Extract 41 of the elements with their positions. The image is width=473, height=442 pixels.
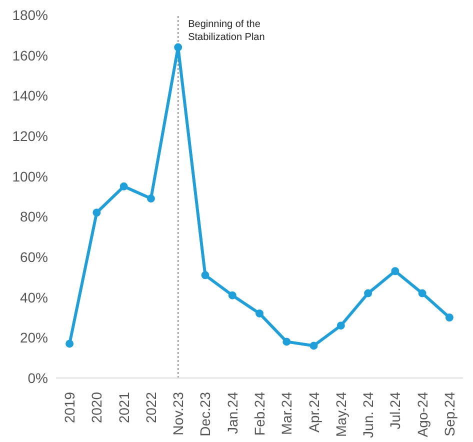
y-tick-label: 20% <box>20 330 48 346</box>
x-tick-label: Nov.23 <box>170 392 186 436</box>
point <box>336 322 345 330</box>
x-tick-label: Jan.24 <box>224 392 240 434</box>
y-tick-label: 0% <box>28 370 48 386</box>
y-tick-label: 140% <box>12 88 48 104</box>
x-tick-label: 2020 <box>88 392 105 424</box>
x-tick-label: Jun. 24 <box>360 392 376 438</box>
x-tick-label: Mar.24 <box>278 392 295 435</box>
point <box>310 342 318 350</box>
point <box>418 289 426 298</box>
x-tick-label: Dec.23 <box>197 392 214 436</box>
ref-line-label: Beginning of the Stabilization Plan <box>188 19 265 43</box>
x-tick-label: Feb.24 <box>252 392 268 436</box>
point <box>174 43 182 52</box>
x-tick-label: Ago-24 <box>414 392 430 438</box>
point <box>120 182 128 190</box>
point <box>146 194 155 203</box>
point <box>66 340 74 348</box>
x-tick-label: 2022 <box>142 392 159 424</box>
x-tick-label: 2021 <box>116 392 132 424</box>
point <box>228 291 236 300</box>
y-tick-label: 80% <box>20 208 48 225</box>
y-tick-label: 120% <box>12 128 48 144</box>
x-tick-label: Apr.24 <box>306 392 322 432</box>
x-tick-label: Sep.24 <box>441 392 458 436</box>
point <box>92 208 101 217</box>
y-tick-label: 180% <box>12 6 48 23</box>
y-tick-label: 60% <box>20 248 48 265</box>
point <box>364 289 372 298</box>
point <box>391 267 400 276</box>
y-tick-label: 40% <box>20 289 48 306</box>
point <box>201 271 210 280</box>
point <box>282 338 291 346</box>
y-tick-label: 160% <box>12 47 48 64</box>
point <box>256 309 264 318</box>
x-tick-label: May.24 <box>332 392 349 437</box>
y-tick-label: 100% <box>12 168 48 184</box>
x-tick-label: 2019 <box>62 392 78 424</box>
x-tick-label: Jul.24 <box>387 392 404 430</box>
point <box>445 314 454 322</box>
